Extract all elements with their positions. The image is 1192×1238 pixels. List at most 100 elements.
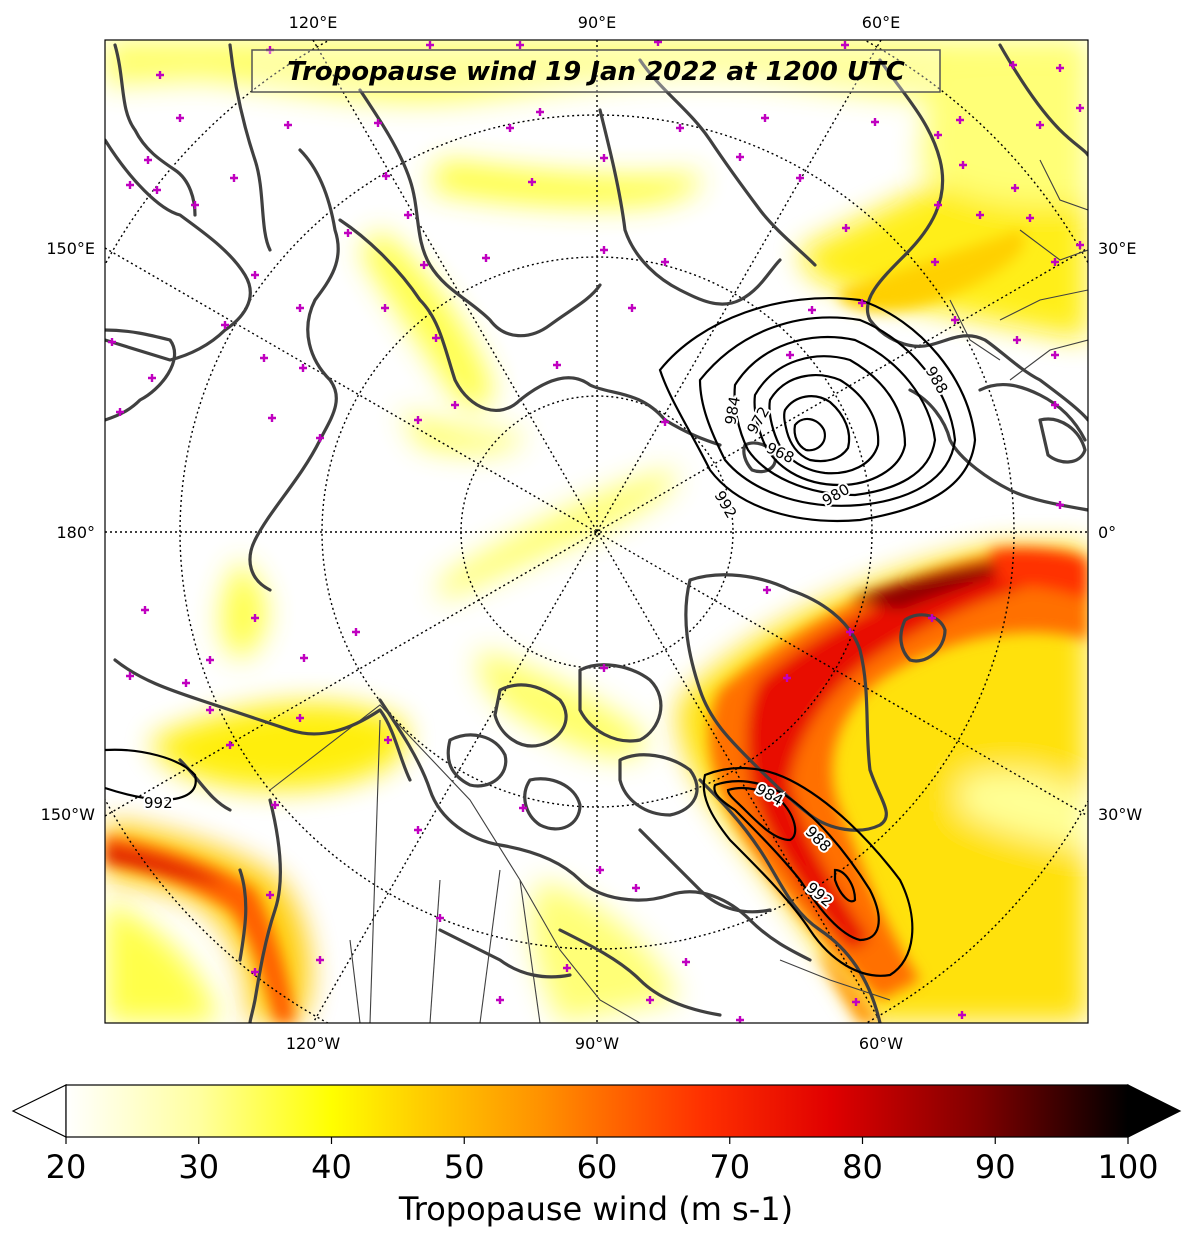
station-marker [1011,184,1019,192]
station-marker [958,1011,966,1019]
borders [269,159,1088,1023]
station-marker [226,741,234,749]
station-marker [296,304,304,312]
station-marker [420,261,428,269]
station-marker [976,211,984,219]
colorbar-ticks: 20 30 40 50 60 70 80 90 100 [46,1137,1159,1186]
station-marker [600,246,608,254]
map-frame [104,39,1089,1024]
station-marker [221,321,229,329]
station-marker [206,656,214,664]
station-markers [108,40,1084,1023]
colorbar-tick-label: 70 [709,1148,750,1186]
station-marker [1076,104,1084,112]
station-marker [414,826,422,834]
station-marker [284,121,292,129]
station-marker [858,299,866,307]
station-marker [783,674,791,682]
station-marker [1076,241,1084,249]
station-marker [251,968,259,976]
longitude-labels: 120°E 90°E 60°E 120°W 90°W 60°W 150°E 18… [41,13,1143,1053]
title: Tropopause wind 19 Jan 2022 at 1200 UTC [287,57,905,87]
station-marker [426,41,434,49]
station-marker [176,114,184,122]
station-marker [108,338,116,346]
colorbar-tick-label: 60 [577,1148,618,1186]
station-marker [271,801,279,809]
station-marker [382,172,390,180]
colorbar: 20 30 40 50 60 70 80 90 100 Tropopause wind (m s… [11,1084,1182,1228]
lon-label-top: 60°E [862,13,900,32]
station-marker [846,628,854,636]
station-marker [432,334,440,342]
station-marker [316,434,324,442]
station-marker [182,679,190,687]
lon-label-left: 150°E [46,239,95,258]
station-marker [519,804,527,812]
station-marker [654,40,662,46]
station-marker [1009,61,1017,69]
station-marker [268,414,276,422]
colorbar-tick-label: 90 [975,1148,1016,1186]
station-marker [841,41,849,49]
station-marker [1036,121,1044,129]
station-marker [316,956,324,964]
station-marker [931,258,939,266]
station-marker [682,958,690,966]
station-marker [761,114,769,122]
station-marker [600,664,608,672]
colorbar-bar [65,1084,1129,1138]
station-marker [661,418,669,426]
station-marker [251,271,259,279]
station-marker [404,211,412,219]
station-marker [553,361,561,369]
station-marker [126,181,134,189]
station-marker [1056,501,1064,509]
contour-label: 992 [144,794,173,812]
station-marker [148,374,156,382]
station-marker [384,736,392,744]
station-marker [436,914,444,922]
station-marker [516,41,524,49]
station-marker [496,996,504,1004]
lon-label-top: 90°E [578,13,616,32]
station-marker [374,119,382,127]
station-marker [153,186,161,194]
colorbar-extend-high [1127,1084,1182,1138]
station-marker [300,654,308,662]
station-marker [296,714,304,722]
station-marker [126,672,134,680]
station-marker [871,118,879,126]
station-marker [956,116,964,124]
colorbar-tick-label: 30 [178,1148,219,1186]
station-marker [632,884,640,892]
coastlines [105,43,1088,1023]
lon-label-bottom: 60°W [859,1034,903,1053]
station-marker [928,614,936,622]
station-marker [451,401,459,409]
station-marker [934,131,942,139]
station-marker [536,108,544,116]
colorbar-tick-label: 100 [1097,1148,1158,1186]
colorbar-label: Tropopause wind (m s-1) [398,1190,793,1228]
station-marker [414,416,422,424]
station-marker [230,174,238,182]
station-marker [251,614,259,622]
lon-label-bottom: 90°W [575,1034,619,1053]
map-panel: 984 972 968 980 992 988 984 988 992 992 … [105,40,1088,1023]
station-marker [1026,214,1034,222]
colorbar-extend-low [11,1084,67,1138]
station-marker [299,364,307,372]
station-marker [156,71,164,79]
station-marker [266,891,274,899]
station-marker [141,606,149,614]
station-marker [506,124,514,132]
colorbar-tick-label: 50 [444,1148,485,1186]
station-marker [260,354,268,362]
station-marker [600,154,608,162]
colorbar-tick-label: 80 [842,1148,883,1186]
station-marker [191,201,199,209]
station-marker [951,316,959,324]
lon-label-left: 150°W [41,805,96,824]
